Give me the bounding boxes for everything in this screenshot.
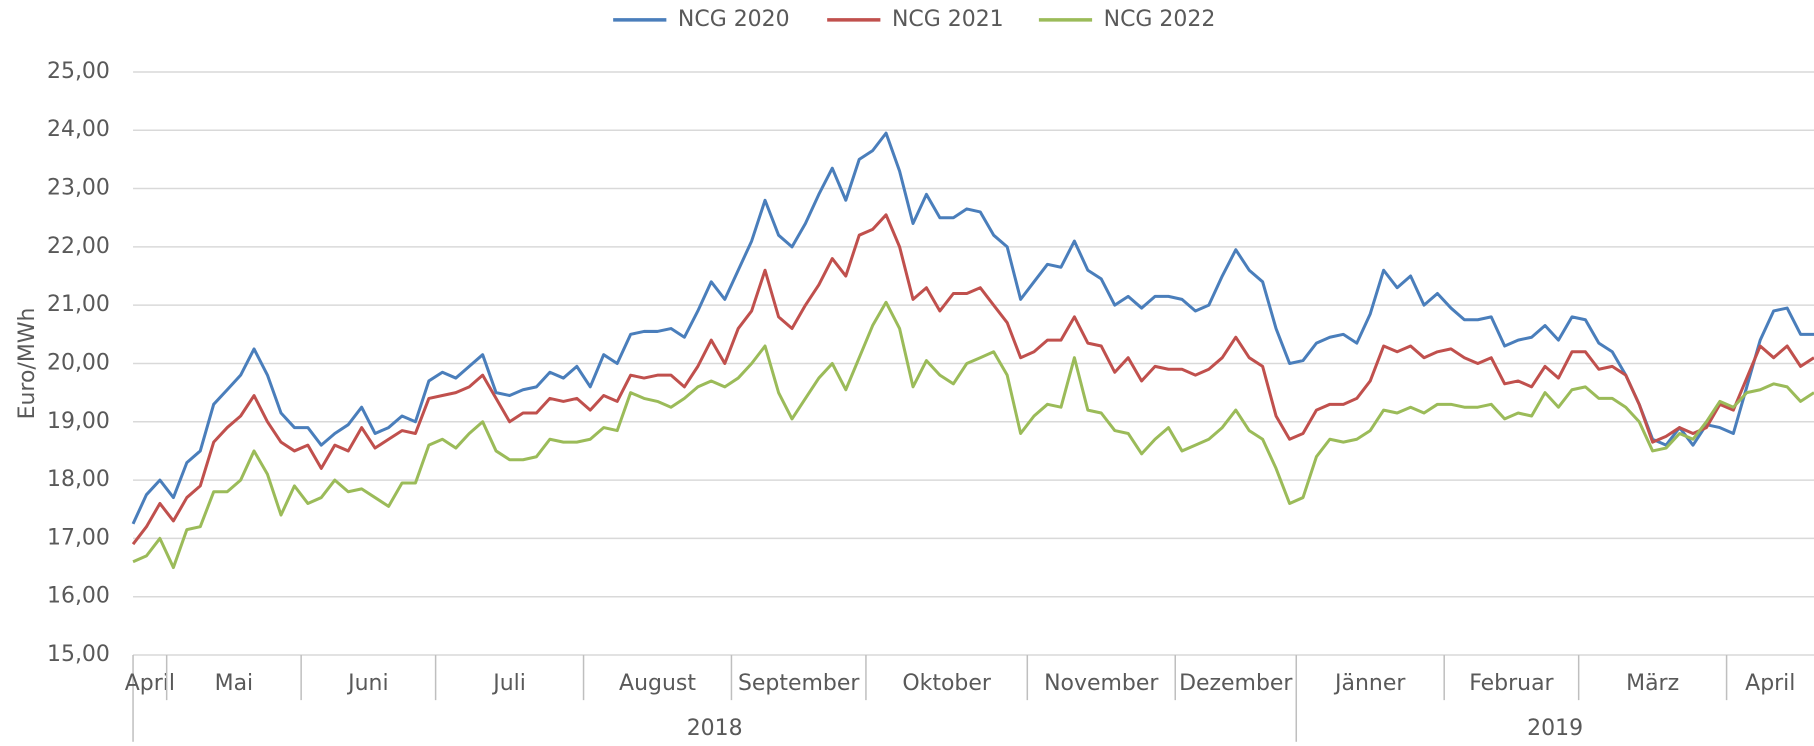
y-tick-label: 19,00 [47, 409, 110, 434]
series-line [132, 300, 1814, 570]
y-tick-label: 25,00 [47, 59, 110, 84]
y-tick-label: 20,00 [47, 350, 110, 375]
x-tick-label: August [619, 671, 696, 696]
x-tick-label: Jänner [1333, 671, 1406, 696]
x-group-label: 2018 [687, 716, 743, 741]
x-tick-label: Juni [346, 671, 388, 696]
y-tick-label: 17,00 [47, 525, 110, 550]
y-tick-label: 15,00 [47, 642, 110, 667]
y-tick-label: 18,00 [47, 467, 110, 492]
y-tick-label: 24,00 [47, 117, 110, 142]
x-group-label: 2019 [1527, 716, 1583, 741]
legend-label: NCG 2022 [1104, 7, 1216, 32]
legend-label: NCG 2021 [892, 7, 1004, 32]
y-tick-label: 23,00 [47, 176, 110, 201]
x-tick-label: November [1044, 671, 1159, 696]
series-line [131, 131, 1814, 525]
x-tick-label: März [1626, 671, 1679, 696]
x-tick-label: Oktober [902, 671, 992, 696]
y-tick-label: 16,00 [47, 584, 110, 609]
y-tick-label: 21,00 [47, 292, 110, 317]
x-tick-label: April [125, 671, 175, 696]
x-tick-label: Dezember [1179, 671, 1293, 696]
x-tick-label: Mai [215, 671, 254, 696]
x-tick-label: September [738, 671, 860, 696]
x-tick-label: April [1745, 671, 1795, 696]
y-axis-title: Euro/MWh [15, 308, 40, 420]
legend-label: NCG 2020 [678, 7, 790, 32]
x-tick-label: Juli [491, 671, 526, 696]
series-line [131, 213, 1814, 546]
y-tick-label: 22,00 [47, 234, 110, 259]
x-tick-label: Februar [1469, 671, 1554, 696]
